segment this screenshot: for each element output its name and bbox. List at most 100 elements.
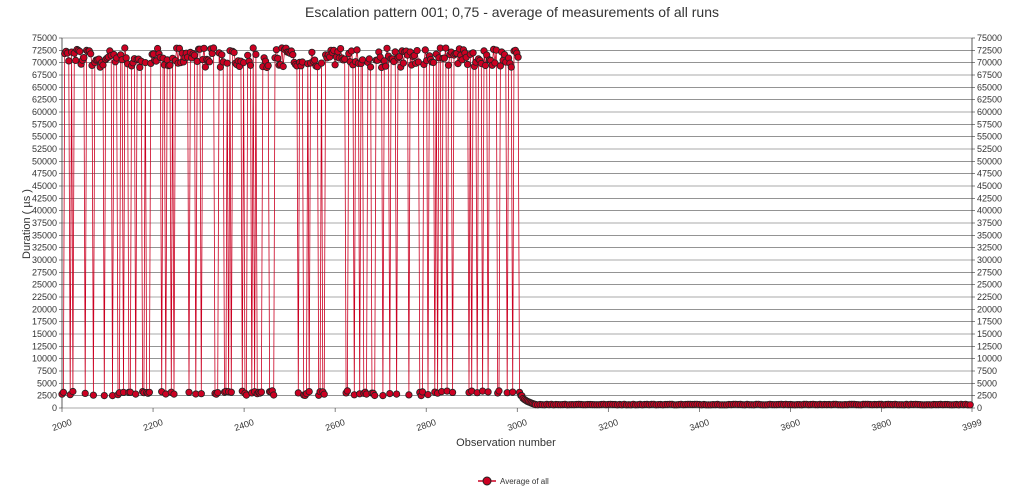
data-point	[331, 61, 339, 69]
data-point	[395, 53, 403, 61]
x-tick-label: 3000	[506, 417, 528, 433]
data-point	[246, 61, 255, 69]
data-point	[69, 387, 77, 396]
data-point	[336, 44, 345, 53]
data-point	[317, 59, 326, 67]
y-tick-label-left: 22500	[32, 292, 57, 302]
y-tick-label-left: 52500	[32, 144, 57, 154]
data-point	[491, 59, 499, 67]
y-tick-label-right: 67500	[977, 70, 1002, 80]
y-tick-label-left: 37500	[32, 218, 57, 228]
data-point	[145, 388, 153, 396]
x-tick-label: 3200	[597, 417, 619, 433]
data-point	[99, 61, 107, 69]
data-point	[496, 62, 504, 70]
y-tick-label-right: 22500	[977, 292, 1002, 302]
y-tick-label-left: 5000	[37, 378, 57, 388]
data-point	[170, 390, 178, 398]
data-point	[72, 56, 80, 65]
y-tick-label-left: 20000	[32, 304, 57, 314]
data-point	[257, 388, 265, 396]
y-tick-label-right: 65000	[977, 82, 1002, 92]
y-axis-label: Duration ( µs )	[21, 189, 33, 259]
data-point	[440, 54, 448, 62]
y-tick-label-left: 7500	[37, 366, 57, 376]
data-point	[223, 59, 231, 67]
data-point	[442, 44, 450, 52]
y-tick-label-right: 10000	[977, 354, 1002, 364]
data-point	[197, 390, 205, 398]
data-point	[514, 53, 522, 61]
y-tick-label-left: 10000	[32, 354, 57, 364]
y-tick-label-right: 27500	[977, 267, 1002, 277]
data-point	[444, 61, 453, 69]
y-tick-label-left: 72500	[32, 45, 57, 55]
data-point	[305, 387, 313, 396]
y-tick-label-left: 70000	[32, 58, 57, 68]
data-point	[249, 44, 257, 52]
data-point	[270, 391, 278, 399]
data-point	[121, 44, 129, 52]
x-tick-label: 3999	[961, 417, 983, 433]
data-point	[463, 60, 472, 69]
data-point	[274, 54, 282, 63]
data-point	[166, 61, 174, 69]
y-tick-label-left: 0	[52, 403, 57, 413]
data-point	[386, 389, 394, 398]
data-point	[81, 389, 89, 397]
y-tick-label-left: 35000	[32, 230, 57, 240]
y-tick-label-right: 42500	[977, 193, 1002, 203]
data-point	[405, 391, 413, 399]
y-tick-label-left: 12500	[32, 341, 57, 351]
data-point	[252, 50, 260, 59]
y-tick-label-right: 50000	[977, 156, 1002, 166]
y-tick-label-right: 70000	[977, 58, 1002, 68]
data-point	[379, 391, 387, 400]
y-tick-label-right: 47500	[977, 169, 1002, 179]
legend-label-average-of-all: Average of all	[500, 477, 549, 486]
y-tick-label-right: 72500	[977, 45, 1002, 55]
data-point	[320, 390, 328, 398]
y-tick-label-right: 40000	[977, 206, 1002, 216]
x-tick-label: 2000	[51, 417, 73, 433]
data-point	[484, 388, 492, 396]
y-tick-label-right: 30000	[977, 255, 1002, 265]
data-point	[201, 63, 209, 71]
data-point	[308, 48, 316, 56]
data-point	[391, 48, 399, 56]
data-point	[343, 387, 351, 395]
y-tick-label-right: 62500	[977, 95, 1002, 105]
data-point	[392, 390, 401, 398]
data-point	[87, 50, 95, 58]
y-tick-label-right: 15000	[977, 329, 1002, 339]
y-tick-label-left: 32500	[32, 243, 57, 253]
data-point	[214, 388, 222, 397]
y-tick-label-right: 52500	[977, 144, 1002, 154]
data-point	[429, 58, 438, 67]
data-point	[89, 391, 98, 399]
x-tick-label: 2400	[233, 417, 255, 433]
data-point	[383, 44, 391, 52]
y-tick-label-right: 37500	[977, 218, 1002, 228]
y-tick-label-left: 45000	[32, 181, 57, 191]
y-tick-label-right: 7500	[977, 366, 997, 376]
y-tick-label-right: 55000	[977, 132, 1002, 142]
data-point	[365, 55, 373, 63]
y-tick-label-left: 50000	[32, 156, 57, 166]
data-point	[185, 388, 193, 396]
legend[interactable]: Average of all	[478, 476, 549, 486]
y-tick-label-left: 62500	[32, 95, 57, 105]
y-tick-label-right: 2500	[977, 391, 997, 401]
data-point	[279, 62, 287, 71]
data-point	[190, 51, 199, 59]
data-point	[132, 390, 140, 398]
y-tick-label-left: 25000	[32, 280, 57, 290]
data-point	[230, 48, 238, 57]
x-tick-label: 3800	[870, 417, 892, 433]
data-point	[509, 388, 517, 396]
data-point	[507, 63, 515, 71]
x-tick-label: 3400	[688, 417, 710, 433]
data-point	[289, 51, 297, 59]
y-tick-label-left: 75000	[32, 33, 57, 43]
